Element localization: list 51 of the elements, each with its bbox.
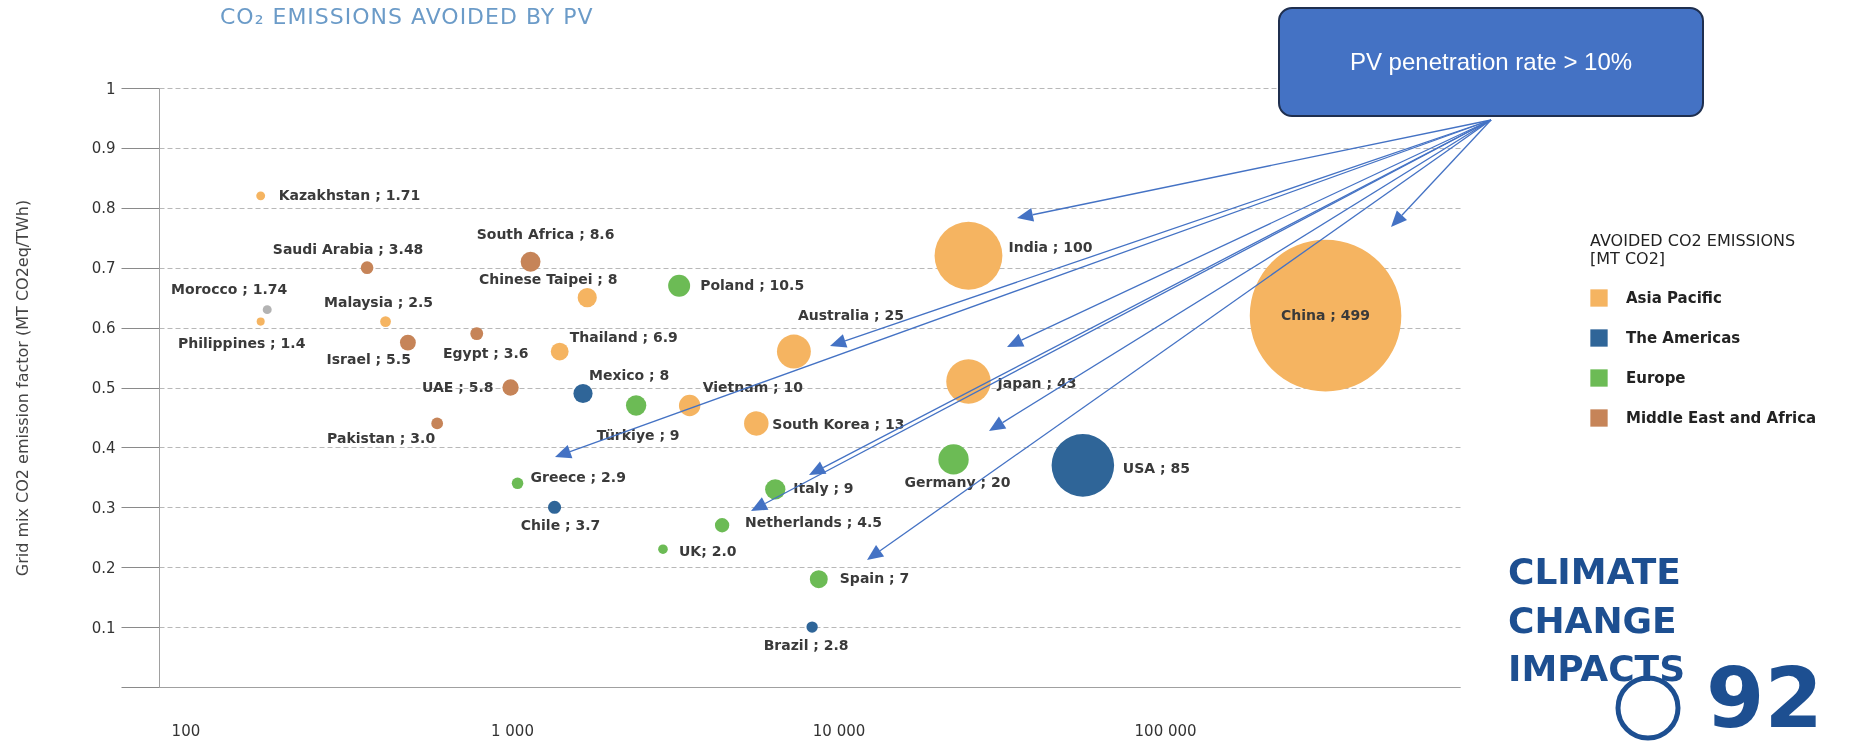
annotation: Saudi Arabia ; 3.48 bbox=[272, 240, 424, 257]
x-tick-label: 100 000 bbox=[1134, 721, 1197, 740]
annotation: USA ; 85 bbox=[1122, 460, 1190, 477]
x-tick-label: 10 000 bbox=[812, 721, 866, 740]
annotation: Chinese Taipei ; 8 bbox=[478, 270, 618, 287]
y-tick-label: 0.3 bbox=[91, 498, 116, 517]
y-tick-label: 0.9 bbox=[91, 139, 116, 158]
legend-label: Europe bbox=[1626, 369, 1686, 387]
annotation: UAE ; 5.8 bbox=[422, 378, 494, 395]
legend-label: Asia Pacific bbox=[1626, 289, 1722, 307]
legend-label: Middle East and Africa bbox=[1626, 409, 1817, 427]
annotation: Poland ; 10.5 bbox=[700, 276, 805, 293]
text: CLIMATE CHANGE IMPACTS bbox=[1508, 551, 1686, 690]
y-tick-label: 0.5 bbox=[91, 379, 116, 397]
y-tick-label: 0.4 bbox=[91, 438, 116, 457]
annotation: Pakistan ; 3.0 bbox=[327, 430, 436, 447]
annotation: Israel ; 5.5 bbox=[326, 350, 411, 367]
annotation: Philippines ; 1.4 bbox=[177, 334, 306, 351]
annotation: Australia ; 25 bbox=[797, 306, 904, 323]
annotation: Kazakhstan ; 1.71 bbox=[278, 186, 421, 203]
annotation: South Africa ; 8.6 bbox=[476, 225, 615, 242]
y-tick-label: 0.1 bbox=[91, 618, 116, 637]
legend-label: The Americas bbox=[1626, 329, 1741, 347]
y-tick-label: 0.2 bbox=[91, 558, 116, 577]
annotation: Thailand ; 6.9 bbox=[569, 328, 678, 345]
annotation: Morocco ; 1.74 bbox=[171, 280, 288, 297]
annotation: Brazil ; 2.8 bbox=[763, 637, 849, 654]
x-tick-label: 100 bbox=[171, 721, 201, 740]
annotation: Italy ; 9 bbox=[793, 480, 854, 497]
annotation: UK; 2.0 bbox=[678, 543, 737, 560]
x-tick-label: 1 000 bbox=[491, 721, 534, 740]
text: 92 bbox=[1706, 649, 1823, 747]
annotation: India ; 100 bbox=[1008, 238, 1093, 255]
annotation: Germany ; 20 bbox=[904, 474, 1011, 491]
chart-title: CO₂ EMISSIONS AVOIDED BY PV bbox=[220, 4, 594, 29]
y-tick-label: 0.8 bbox=[91, 199, 116, 218]
annotation: Egypt ; 3.6 bbox=[442, 344, 529, 361]
y-tick-label: 1 bbox=[105, 79, 116, 98]
y-tick-label: 0.6 bbox=[91, 319, 116, 338]
annotation: Spain ; 7 bbox=[839, 570, 910, 587]
annotation: Malaysia ; 2.5 bbox=[324, 293, 434, 310]
annotation: Netherlands ; 4.5 bbox=[745, 514, 883, 531]
annotation: South Korea ; 13 bbox=[772, 416, 905, 433]
y-tick-label: 0.7 bbox=[91, 259, 116, 278]
annotation: China ; 499 bbox=[1281, 306, 1371, 323]
y-axis-title: Grid mix CO2 emission factor (MT CO2eq/TWh) bbox=[12, 199, 32, 577]
legend-title: AVOIDED CO2 EMISSIONS [MT CO2] bbox=[1590, 231, 1796, 268]
annotation: Mexico ; 8 bbox=[589, 367, 670, 384]
annotation: Chile ; 3.7 bbox=[520, 517, 601, 534]
annotation: Greece ; 2.9 bbox=[530, 469, 626, 486]
callout-box: PV penetration rate > 10% bbox=[1278, 7, 1704, 117]
